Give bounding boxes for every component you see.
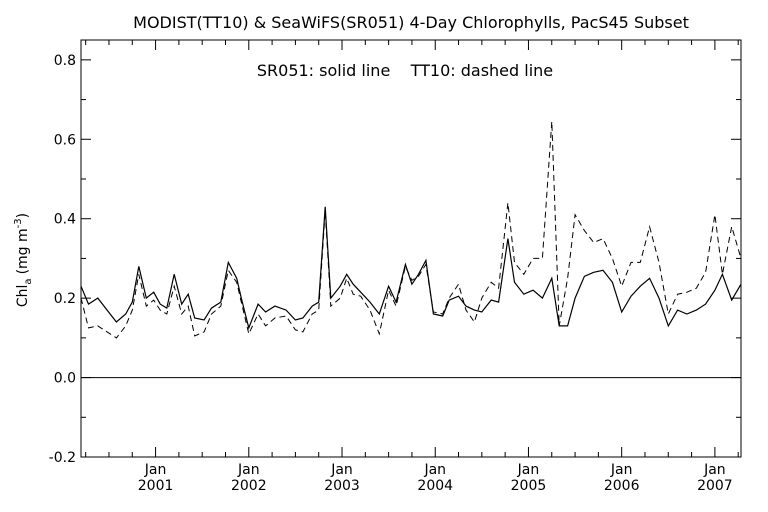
x-tick-year-label: 2005: [511, 478, 547, 494]
x-tick-year-label: 2007: [697, 478, 733, 494]
y-axis-label: Chla (mg m-3): [13, 213, 34, 307]
y-tick-label: 0.4: [54, 212, 76, 228]
chart-title: MODIST(TT10) & SeaWiFS(SR051) 4-Day Chlo…: [133, 13, 689, 32]
y-tick-label: 0.2: [54, 291, 76, 307]
x-tick-month-label: Jan: [703, 462, 726, 478]
x-tick-month-label: Jan: [610, 462, 633, 478]
y-axis-label-unit: (mg m: [15, 228, 31, 274]
y-tick-label: 0.0: [54, 371, 76, 387]
series-legend-annotation: SR051: solid line TT10: dashed line: [257, 61, 553, 80]
x-tick-year-label: 2004: [417, 478, 453, 494]
y-tick-label: 0.6: [54, 132, 76, 148]
y-axis-label-exp: -3: [13, 218, 24, 228]
y-tick-label: 0.8: [54, 53, 76, 69]
plot-frame: [80, 39, 742, 458]
x-tick-year-label: 2003: [324, 478, 360, 494]
y-axis-label-sub: a: [23, 278, 34, 284]
x-tick-month-label: Jan: [144, 462, 167, 478]
x-tick-year-label: 2002: [231, 478, 267, 494]
series-tt10-dashed-line: [80, 121, 742, 339]
x-tick-year-label: 2006: [604, 478, 640, 494]
y-axis-label-close: ): [15, 213, 31, 218]
x-tick-month-label: Jan: [237, 462, 260, 478]
x-axis: Jan2001Jan2002Jan2003Jan2004Jan2005Jan20…: [85, 40, 739, 494]
x-tick-month-label: Jan: [423, 462, 446, 478]
y-axis: -0.2 0.0 0.2 0.4 0.6 0.8: [49, 53, 741, 466]
y-tick-label: -0.2: [49, 450, 76, 466]
x-tick-month-label: Jan: [330, 462, 353, 478]
y-axis-label-main: Chl: [15, 285, 31, 308]
x-tick-month-label: Jan: [517, 462, 540, 478]
x-tick-year-label: 2001: [138, 478, 174, 494]
series-sr051-solid-line: [80, 206, 742, 330]
